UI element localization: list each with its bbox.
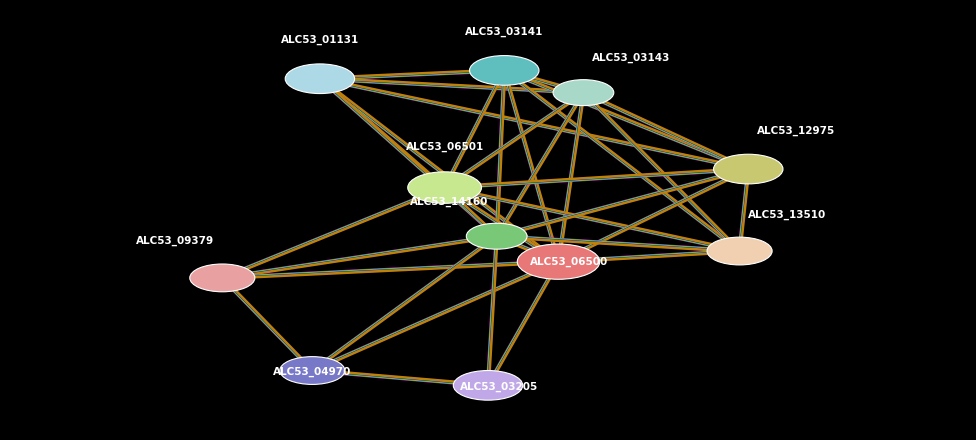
Circle shape xyxy=(280,357,345,385)
Text: ALC53_01131: ALC53_01131 xyxy=(281,35,359,45)
Circle shape xyxy=(285,64,354,94)
Text: ALC53_04970: ALC53_04970 xyxy=(273,367,351,377)
Text: ALC53_03143: ALC53_03143 xyxy=(592,53,671,63)
Circle shape xyxy=(707,237,772,265)
Circle shape xyxy=(453,370,523,400)
Circle shape xyxy=(713,154,783,184)
Text: ALC53_03141: ALC53_03141 xyxy=(466,27,544,37)
Circle shape xyxy=(469,55,539,85)
Circle shape xyxy=(189,264,255,292)
Text: ALC53_14160: ALC53_14160 xyxy=(410,196,488,206)
Circle shape xyxy=(517,244,599,279)
Text: ALC53_06501: ALC53_06501 xyxy=(405,142,484,152)
Text: ALC53_12975: ALC53_12975 xyxy=(757,125,835,136)
Text: ALC53_13510: ALC53_13510 xyxy=(749,209,827,220)
Text: ALC53_03205: ALC53_03205 xyxy=(460,381,538,392)
Text: ALC53_06500: ALC53_06500 xyxy=(530,257,608,267)
Circle shape xyxy=(467,223,527,249)
Circle shape xyxy=(408,172,481,203)
Circle shape xyxy=(553,80,614,106)
Text: ALC53_09379: ALC53_09379 xyxy=(136,236,214,246)
